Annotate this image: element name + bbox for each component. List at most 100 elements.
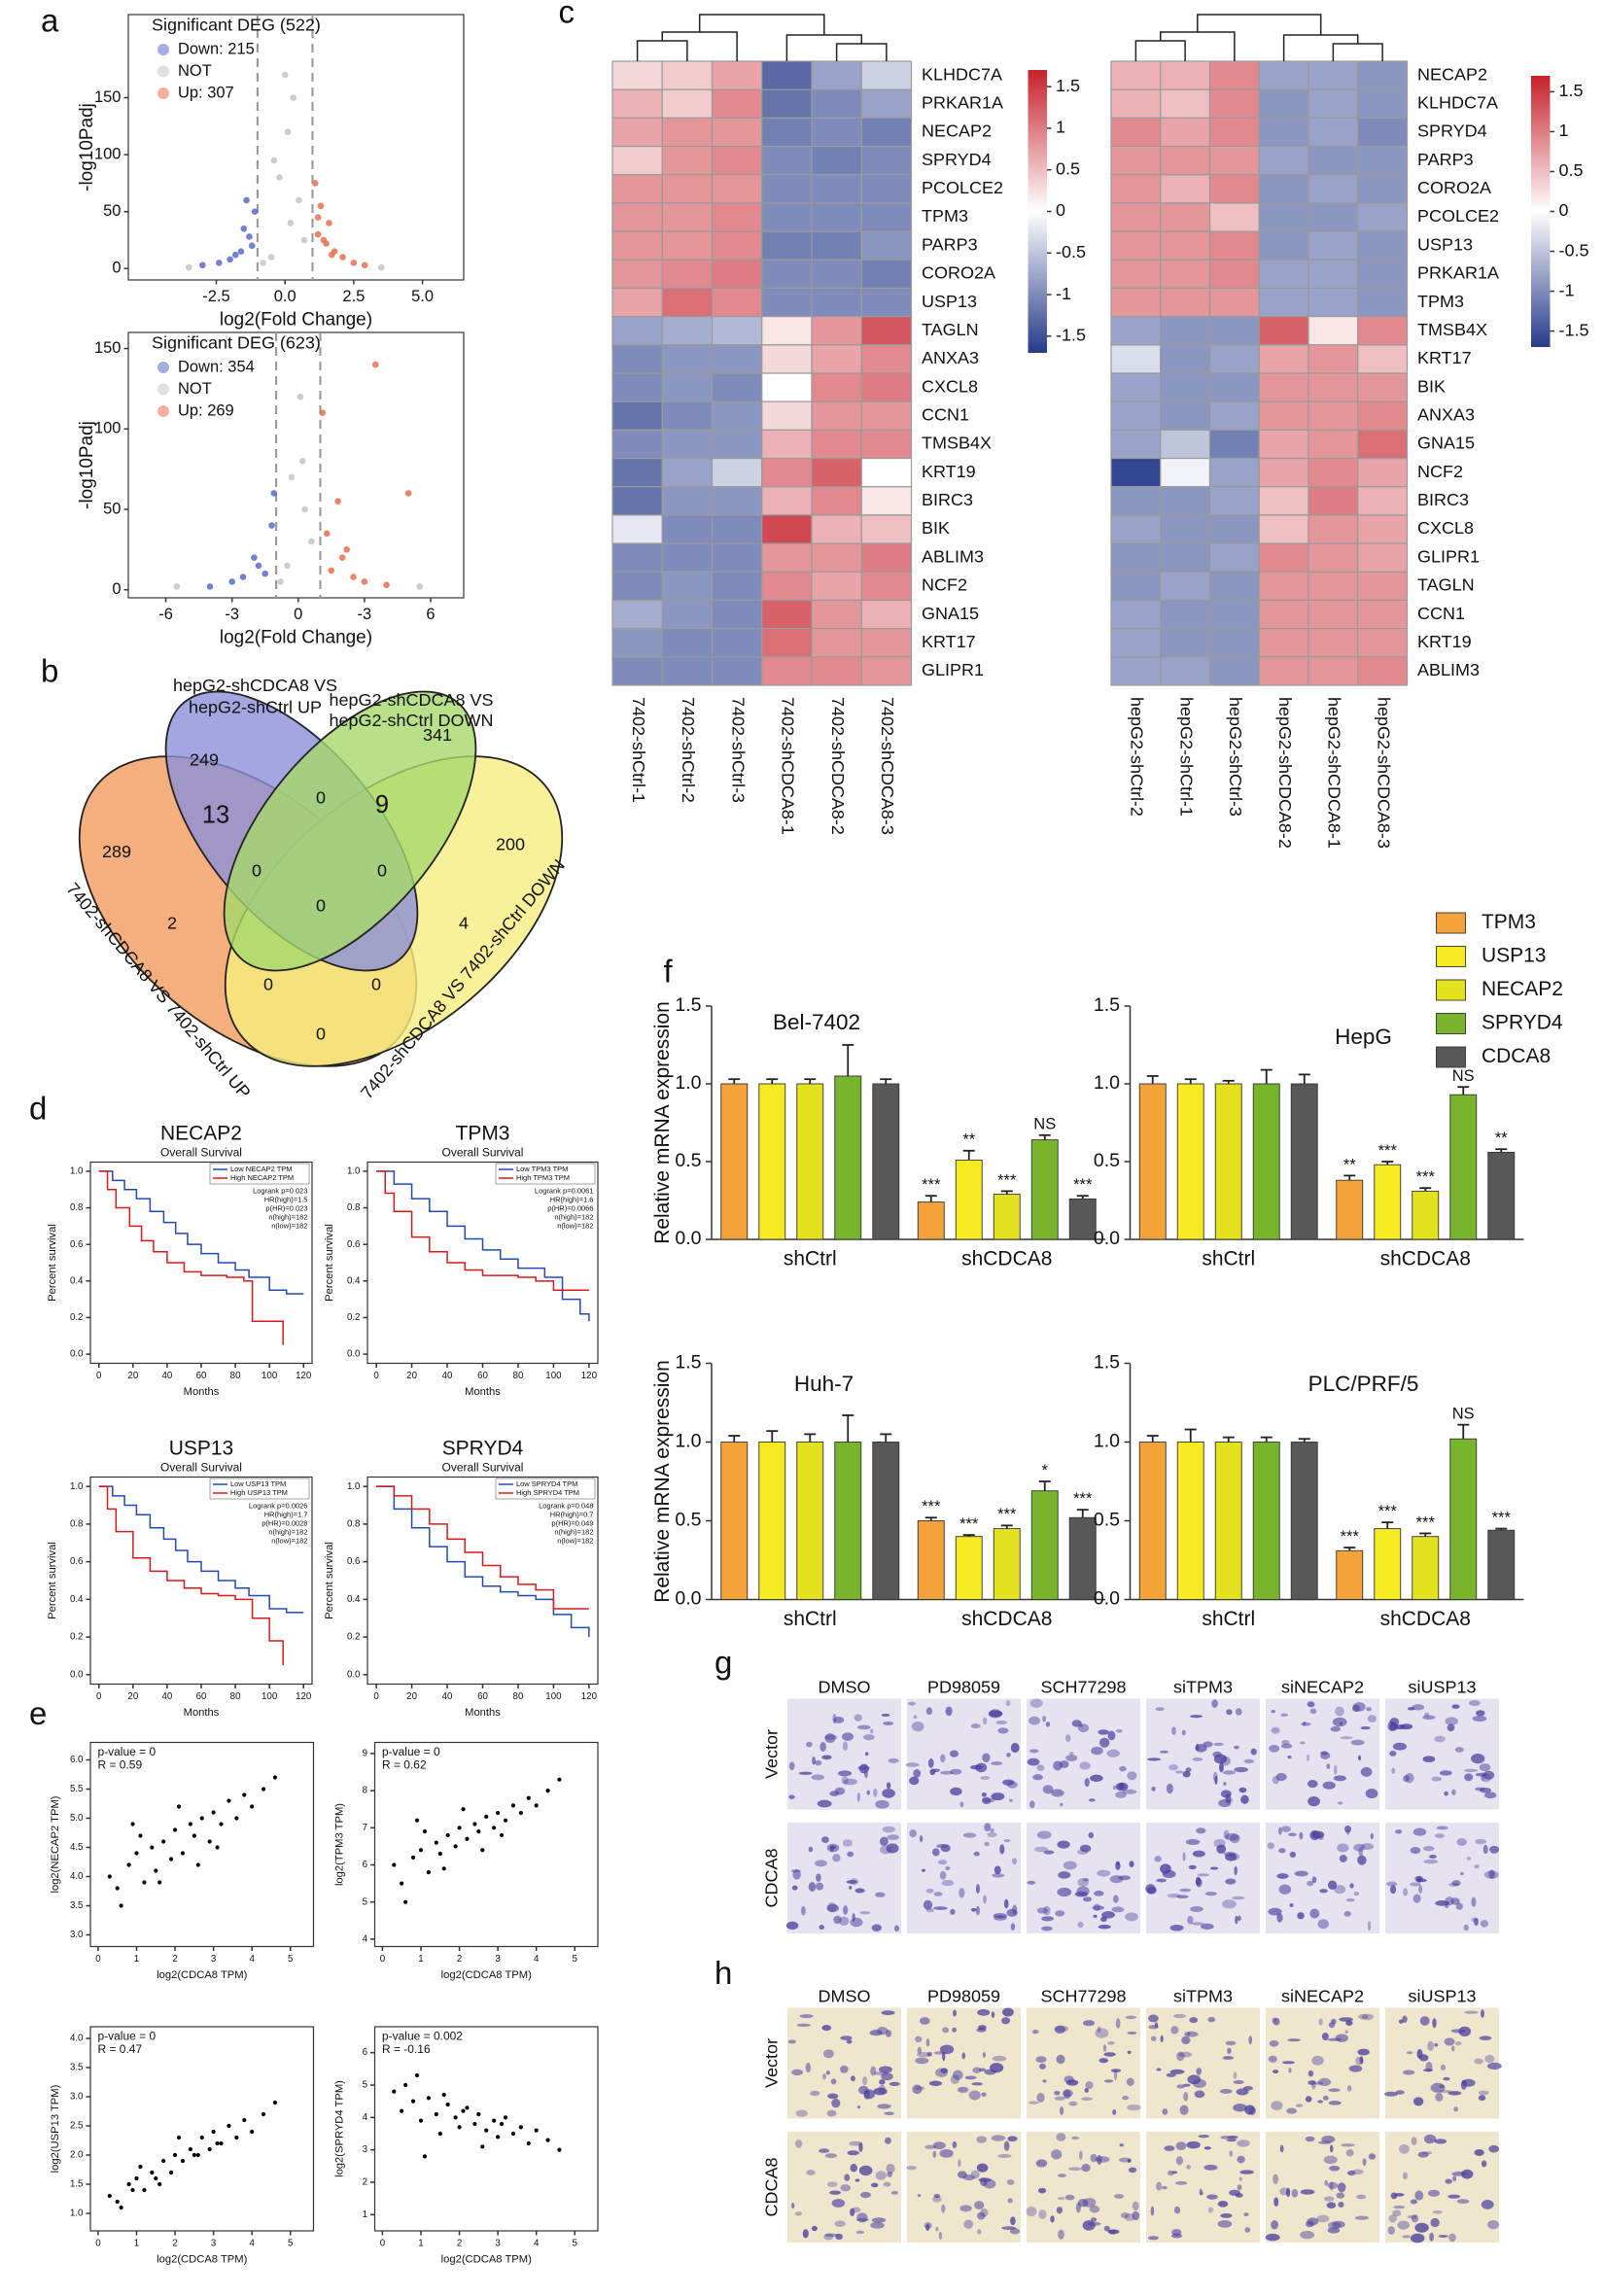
x-tick-label: 4 — [534, 1954, 540, 1965]
point — [255, 562, 262, 570]
cell-stain — [1337, 2182, 1346, 2193]
cell-stain — [968, 2090, 981, 2101]
point — [154, 2175, 158, 2181]
heatmap-cell — [761, 174, 813, 204]
point — [403, 1899, 408, 1904]
heatmap-cell — [761, 599, 813, 630]
cell-stain — [940, 2068, 949, 2074]
cell-stain — [1006, 1753, 1011, 1757]
cell-stain — [1225, 1793, 1232, 1804]
x-tick-label: 2.5 — [342, 288, 365, 305]
cell-stain — [1173, 2013, 1187, 2019]
cell-stain — [1398, 2143, 1410, 2154]
significance-label: *** — [1341, 1528, 1360, 1546]
y-axis-label: Percent survival — [324, 1542, 335, 1619]
cell-stain — [1410, 1847, 1421, 1855]
cell-stain — [980, 1776, 991, 1780]
cell-stain — [995, 1720, 1007, 1725]
y-tick-label: 1.0 — [675, 1072, 701, 1094]
heatmap-cell — [711, 259, 763, 290]
cell-stain — [1309, 1908, 1320, 1919]
cell-stain — [1090, 1774, 1103, 1782]
x-tick-label: 60 — [196, 1371, 207, 1381]
point — [350, 574, 357, 580]
cell-stain — [1111, 1906, 1125, 1913]
point — [422, 2154, 428, 2159]
y-tick-label: 3.0 — [70, 2092, 84, 2103]
cell-stain — [1463, 1924, 1469, 1931]
heatmap-cell — [1110, 599, 1162, 630]
heatmap-cell — [860, 316, 913, 346]
y-tick-label: 100 — [94, 420, 122, 437]
cell-stain — [1389, 1722, 1399, 1731]
cell-stain — [1196, 2067, 1203, 2075]
row-label: NECAP2 — [1417, 64, 1487, 84]
cell-stain — [1119, 1782, 1125, 1791]
cell-stain — [1489, 1845, 1500, 1854]
heatmap-cell — [1208, 344, 1260, 374]
bar — [1290, 1083, 1318, 1240]
colorbar-tick-label: -1 — [1056, 284, 1071, 303]
heatmap-cell — [1160, 429, 1211, 460]
y-tick-label: 0.8 — [347, 1518, 361, 1529]
heatmap-cell — [1308, 656, 1359, 686]
y-tick-label: 0.8 — [347, 1202, 361, 1213]
bar — [1214, 1442, 1242, 1600]
point — [296, 393, 304, 400]
cell-stain — [1306, 1754, 1310, 1761]
heatmap-cell — [1160, 628, 1211, 658]
cell-stain — [1102, 2044, 1107, 2052]
point — [526, 2140, 531, 2146]
cell-stain — [1479, 1763, 1491, 1772]
cell-stain — [923, 1899, 933, 1910]
point — [418, 1848, 424, 1853]
stat-text: Logrank p=0.023 — [253, 1186, 307, 1195]
y-tick-label: 1.0 — [70, 1165, 84, 1176]
heatmap-cell — [761, 457, 813, 488]
cell-stain — [1278, 1884, 1292, 1895]
point — [284, 128, 292, 135]
cell-stain — [1452, 2175, 1457, 2182]
colorbar-tick-label: 1 — [1056, 118, 1065, 137]
micrograph — [1265, 2131, 1379, 2243]
cell-stain — [1071, 2136, 1080, 2139]
colorbar — [1530, 75, 1551, 347]
cell-stain — [1235, 2193, 1243, 2198]
survival-curve — [98, 1485, 284, 1666]
heatmap-cell — [761, 542, 813, 573]
cell-stain — [843, 1778, 857, 1786]
cell-stain — [1326, 2202, 1337, 2209]
cell-stain — [1156, 1878, 1167, 1883]
cell-stain — [1150, 2035, 1157, 2041]
cell-stain — [1173, 2206, 1181, 2214]
point — [465, 2105, 470, 2110]
cell-stain — [1395, 2090, 1405, 2095]
cell-stain — [1311, 1876, 1317, 1884]
heatmap-cell — [611, 571, 663, 602]
cell-stain — [1416, 2049, 1423, 2059]
cell-stain — [819, 1741, 826, 1753]
venn-count: 0 — [371, 975, 381, 994]
heatmap-cell — [1160, 400, 1211, 431]
cell-stain — [1423, 1859, 1439, 1864]
cell-stain — [1211, 1699, 1218, 1708]
heatmap-cell — [1160, 457, 1211, 488]
cell-stain — [1237, 2139, 1250, 2147]
heatmap-cell — [711, 656, 763, 686]
x-tick-label: shCDCA8 — [1380, 1248, 1471, 1270]
cell-stain — [1088, 1798, 1096, 1802]
stat-text: n(high)=182 — [268, 1527, 307, 1536]
significance-label: *** — [1378, 1142, 1398, 1160]
cell-stain — [1287, 2038, 1301, 2042]
x-tick-label: 120 — [296, 1691, 312, 1702]
y-axis-label: -log10Padj — [77, 421, 97, 509]
y-axis-label: Relative mRNA expression — [651, 1001, 674, 1244]
cell-stain — [1330, 1725, 1341, 1732]
heatmap-cell — [1160, 599, 1211, 630]
stat-text: HR(high)=1.6 — [550, 1195, 594, 1203]
row-label: Vector — [762, 1729, 782, 1779]
heatmap-cell — [811, 145, 862, 176]
cell-stain — [1063, 1861, 1077, 1870]
heatmap-cell — [1357, 372, 1409, 402]
cell-stain — [1082, 1878, 1090, 1882]
